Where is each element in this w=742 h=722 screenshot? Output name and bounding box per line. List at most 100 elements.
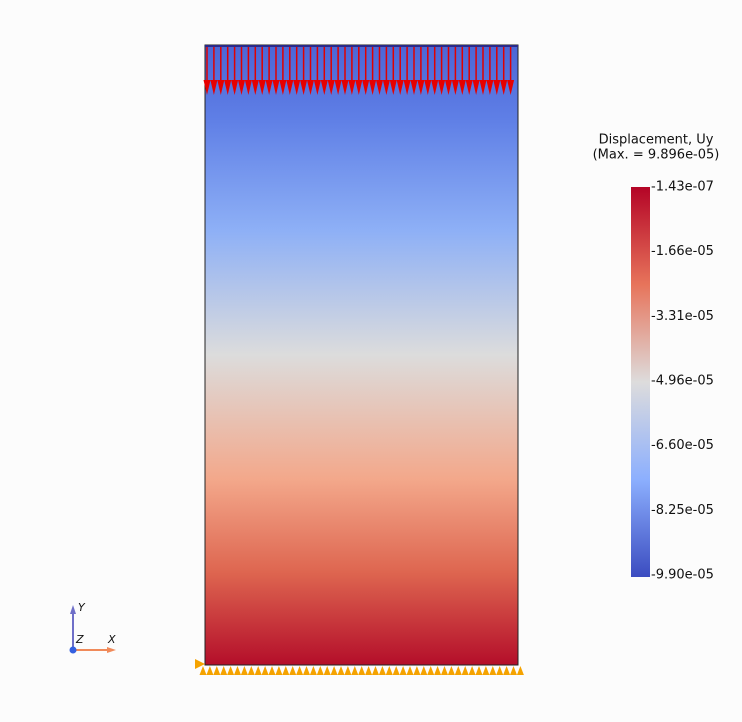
colorbar-label: -6.60e-05 bbox=[651, 438, 714, 453]
load-head bbox=[500, 80, 508, 95]
support bbox=[234, 666, 241, 675]
load-head bbox=[486, 80, 494, 95]
support bbox=[441, 666, 448, 675]
load-head bbox=[369, 80, 377, 95]
load-head bbox=[265, 80, 273, 95]
support bbox=[199, 666, 207, 675]
support bbox=[420, 666, 428, 675]
load-head bbox=[355, 80, 363, 95]
support bbox=[510, 666, 517, 675]
load-head bbox=[313, 80, 321, 95]
load-head bbox=[231, 80, 239, 95]
load-head bbox=[431, 80, 439, 95]
legend-title: Displacement, Uy bbox=[599, 133, 714, 148]
load-head bbox=[224, 80, 232, 95]
colorbar-label: -8.25e-05 bbox=[651, 503, 714, 518]
support bbox=[247, 666, 255, 675]
colorbar-label: -4.96e-05 bbox=[651, 374, 714, 389]
support bbox=[254, 666, 262, 675]
load-head bbox=[403, 80, 411, 95]
load-head bbox=[286, 80, 294, 95]
load-head bbox=[293, 80, 301, 95]
support bbox=[385, 666, 393, 675]
support bbox=[372, 666, 379, 675]
load-head bbox=[424, 80, 432, 95]
support bbox=[413, 666, 421, 675]
support bbox=[503, 666, 511, 675]
support bbox=[475, 666, 483, 675]
load-head bbox=[327, 80, 335, 95]
colorbar-label: -3.31e-05 bbox=[651, 309, 714, 324]
load-head bbox=[210, 80, 218, 95]
z-label: Z bbox=[75, 633, 84, 646]
load-head bbox=[472, 80, 480, 95]
x-arrow bbox=[107, 647, 116, 653]
load-head bbox=[507, 80, 515, 95]
support bbox=[289, 666, 297, 675]
load-head bbox=[410, 80, 418, 95]
load-head bbox=[272, 80, 280, 95]
z-axis bbox=[69, 646, 77, 654]
load-head bbox=[458, 80, 466, 95]
support bbox=[220, 666, 228, 675]
load-head bbox=[258, 80, 266, 95]
support bbox=[399, 666, 407, 675]
support bbox=[378, 666, 386, 675]
support bbox=[434, 666, 442, 675]
load-head bbox=[251, 80, 259, 95]
load-head bbox=[438, 80, 446, 95]
x-label: X bbox=[107, 633, 116, 646]
load-head bbox=[493, 80, 501, 95]
load-head bbox=[203, 80, 211, 95]
load-head bbox=[389, 80, 397, 95]
axes-triad: Y Z X bbox=[69, 601, 116, 654]
support bbox=[489, 666, 497, 675]
supports bbox=[195, 659, 524, 675]
support bbox=[282, 666, 290, 675]
support bbox=[496, 666, 504, 675]
support bbox=[268, 666, 276, 675]
colorbar-label: -1.66e-05 bbox=[651, 244, 714, 259]
support bbox=[468, 666, 476, 675]
load-head bbox=[300, 80, 308, 95]
support bbox=[303, 666, 310, 675]
support bbox=[309, 666, 317, 675]
support bbox=[461, 666, 469, 675]
load-head bbox=[451, 80, 459, 95]
support-side bbox=[195, 659, 205, 669]
support bbox=[358, 666, 366, 675]
load-head bbox=[382, 80, 390, 95]
support bbox=[406, 666, 414, 675]
colorbar-labels: -1.43e-07 -1.66e-05 -3.31e-05 -4.96e-05 -6.6… bbox=[651, 180, 714, 583]
support bbox=[261, 666, 269, 675]
support bbox=[227, 666, 235, 675]
load-head bbox=[465, 80, 473, 95]
load-head bbox=[479, 80, 487, 95]
load-head bbox=[238, 80, 245, 95]
y-label: Y bbox=[78, 601, 86, 614]
support bbox=[296, 666, 304, 675]
colorbar-label: -9.90e-05 bbox=[651, 568, 714, 583]
support bbox=[316, 666, 324, 675]
load-head bbox=[396, 80, 404, 95]
specimen bbox=[204, 44, 519, 666]
y-arrow bbox=[70, 605, 76, 614]
support bbox=[323, 666, 331, 675]
load-head bbox=[341, 80, 349, 95]
load-head bbox=[320, 80, 328, 95]
support bbox=[337, 666, 345, 675]
load-head bbox=[279, 80, 287, 95]
load-head bbox=[362, 80, 370, 95]
colorbar bbox=[631, 187, 650, 577]
load-arrows bbox=[203, 45, 518, 95]
support bbox=[275, 666, 283, 675]
support bbox=[392, 666, 400, 675]
support bbox=[516, 666, 524, 675]
load-head bbox=[445, 80, 452, 95]
support bbox=[365, 666, 373, 675]
support bbox=[427, 666, 435, 675]
support bbox=[213, 666, 221, 675]
legend-subtitle: (Max. = 9.896e-05) bbox=[593, 148, 720, 163]
load-head bbox=[376, 80, 383, 95]
